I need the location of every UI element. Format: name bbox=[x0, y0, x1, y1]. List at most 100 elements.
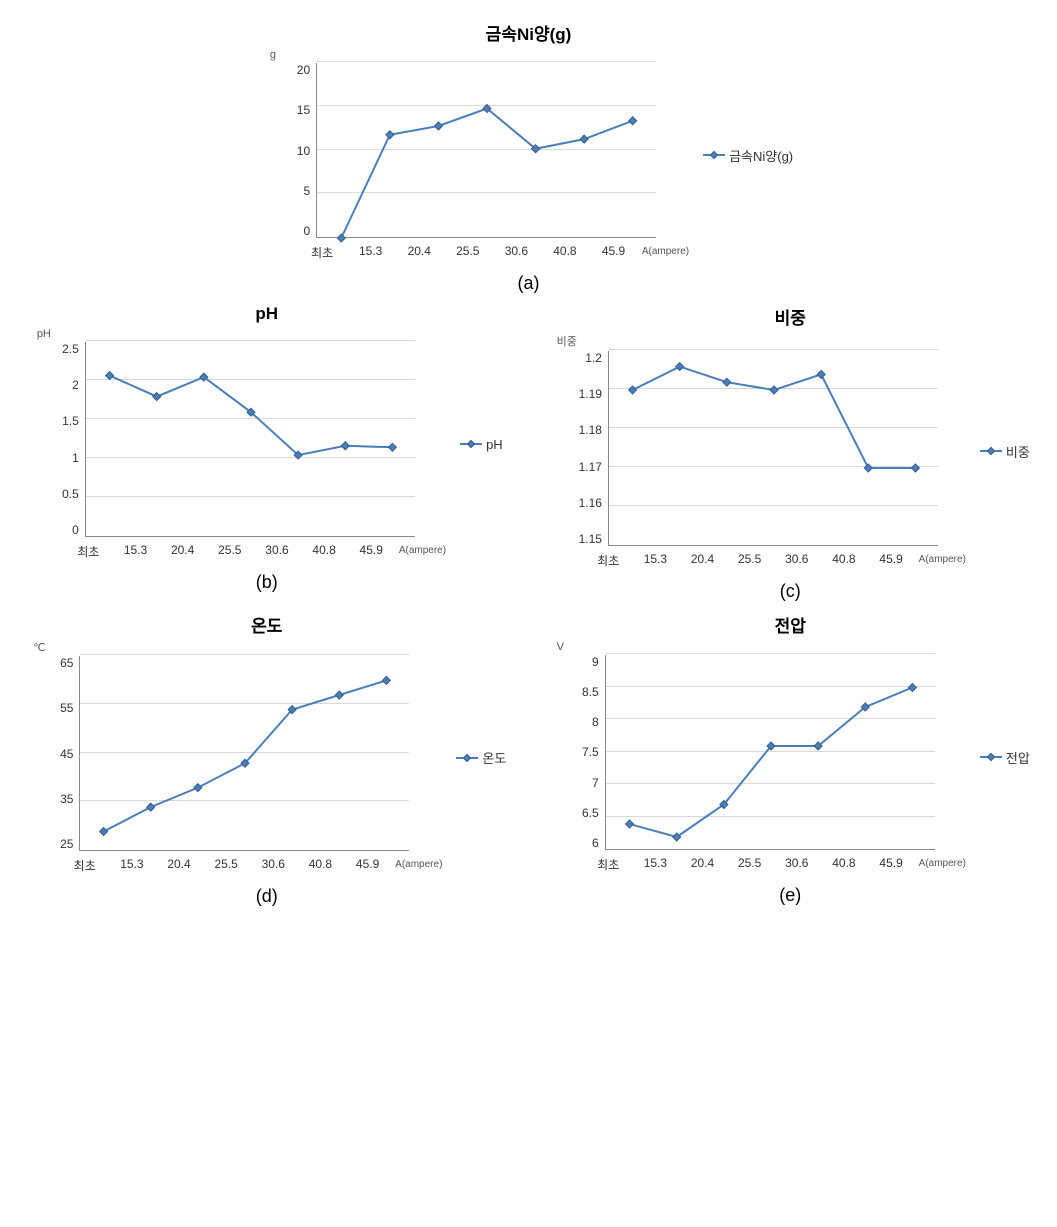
x-tick-label: 25.5 bbox=[206, 543, 253, 560]
y-tick-label: 7 bbox=[592, 776, 599, 790]
legend: 비중 bbox=[980, 442, 1030, 461]
legend-line-icon bbox=[460, 443, 482, 445]
y-tick-label: 7.5 bbox=[582, 745, 599, 759]
y-tick-label: 1.16 bbox=[579, 496, 602, 510]
data-marker bbox=[629, 386, 637, 394]
data-marker bbox=[625, 820, 633, 828]
legend-label: 온도 bbox=[482, 748, 506, 767]
x-tick-label: 30.6 bbox=[773, 856, 820, 873]
y-tick-label: 45 bbox=[60, 747, 73, 761]
y-tick-label: 0 bbox=[72, 523, 79, 537]
x-tick-label: 40.8 bbox=[297, 857, 344, 874]
data-marker bbox=[817, 370, 825, 378]
data-marker bbox=[383, 676, 391, 684]
data-marker bbox=[386, 131, 394, 139]
x-tick-label: 45.9 bbox=[344, 857, 391, 874]
y-tick-label: 1.5 bbox=[62, 414, 79, 428]
y-tick-label: 1.19 bbox=[579, 387, 602, 401]
legend-marker-icon bbox=[710, 151, 718, 159]
y-axis: 1.21.191.181.171.161.15 bbox=[579, 351, 608, 546]
data-marker bbox=[908, 684, 916, 692]
data-marker bbox=[152, 393, 160, 401]
plot-area bbox=[85, 342, 415, 537]
chart-e: 전압V98.587.576.56최초15.320.425.530.640.845… bbox=[551, 612, 1030, 907]
x-tick-label: 40.8 bbox=[301, 543, 348, 560]
y-tick-label: 1 bbox=[72, 451, 79, 465]
x-tick-label: 30.6 bbox=[250, 857, 297, 874]
subfigure-caption: (b) bbox=[256, 572, 278, 593]
legend-line-icon bbox=[456, 757, 478, 759]
data-marker bbox=[723, 378, 731, 386]
y-tick-label: 2.5 bbox=[62, 342, 79, 356]
data-marker bbox=[388, 443, 396, 451]
y-tick-label: 65 bbox=[60, 656, 73, 670]
x-tick-label: 최초 bbox=[65, 543, 112, 560]
legend: 온도 bbox=[456, 748, 506, 767]
x-tick-label: 45.9 bbox=[589, 244, 638, 261]
x-tick-label: 45.9 bbox=[868, 552, 915, 569]
x-axis: 최초15.320.425.530.640.845.9 bbox=[585, 552, 915, 569]
x-axis: 최초15.320.425.530.640.845.9 bbox=[61, 857, 391, 874]
x-tick-label: 15.3 bbox=[632, 552, 679, 569]
y-tick-label: 9 bbox=[592, 655, 599, 669]
y-tick-label: 55 bbox=[60, 701, 73, 715]
legend-marker-icon bbox=[987, 447, 995, 455]
chart-d: 온도℃6555453525최초15.320.425.530.640.845.9A… bbox=[27, 612, 506, 907]
legend-label: 비중 bbox=[1006, 442, 1030, 461]
x-tick-label: 15.3 bbox=[346, 244, 395, 261]
legend-line-icon bbox=[703, 154, 725, 156]
plot-area bbox=[79, 656, 409, 851]
x-tick-label: 15.3 bbox=[112, 543, 159, 560]
data-marker bbox=[341, 442, 349, 450]
x-tick-label: 40.8 bbox=[820, 856, 867, 873]
y-tick-label: 5 bbox=[303, 184, 310, 198]
chart-title: 금속Ni양(g) bbox=[486, 20, 572, 45]
x-tick-label: 40.8 bbox=[820, 552, 867, 569]
legend-marker-icon bbox=[463, 753, 471, 761]
legend-marker-icon bbox=[987, 753, 995, 761]
x-tick-label: 최초 bbox=[298, 244, 347, 261]
y-axis: 20151050 bbox=[297, 63, 316, 238]
y-tick-label: 8 bbox=[592, 715, 599, 729]
legend-label: pH bbox=[486, 437, 503, 452]
subfigure-caption: (c) bbox=[780, 581, 801, 602]
legend: 금속Ni양(g) bbox=[703, 146, 793, 165]
legend-label: 전압 bbox=[1006, 748, 1030, 767]
x-tick-label: 30.6 bbox=[773, 552, 820, 569]
data-marker bbox=[580, 135, 588, 143]
y-axis-unit: g bbox=[270, 49, 276, 61]
y-axis-unit: ℃ bbox=[33, 641, 45, 654]
y-tick-label: 6 bbox=[592, 836, 599, 850]
legend-marker-icon bbox=[467, 440, 475, 448]
grid-line bbox=[606, 653, 935, 654]
y-tick-label: 2 bbox=[72, 378, 79, 392]
y-axis-unit: pH bbox=[37, 328, 51, 340]
y-axis: 2.521.510.50 bbox=[62, 342, 85, 537]
x-tick-label: 20.4 bbox=[155, 857, 202, 874]
y-tick-label: 6.5 bbox=[582, 806, 599, 820]
x-tick-label: 30.6 bbox=[492, 244, 541, 261]
subfigure-caption: (e) bbox=[779, 885, 801, 906]
x-tick-label: 40.8 bbox=[541, 244, 590, 261]
chart-c: 비중비중1.21.191.181.171.161.15최초15.320.425.… bbox=[551, 304, 1030, 602]
legend: 전압 bbox=[980, 748, 1030, 767]
x-axis-unit: A(ampere) bbox=[395, 859, 442, 874]
grid-line bbox=[317, 61, 656, 62]
x-tick-label: 25.5 bbox=[444, 244, 493, 261]
legend-line-icon bbox=[980, 756, 1002, 758]
series-line bbox=[80, 656, 410, 851]
chart-title: 전압 bbox=[775, 612, 806, 637]
grid-line bbox=[86, 340, 415, 341]
y-tick-label: 1.17 bbox=[579, 460, 602, 474]
y-axis: 6555453525 bbox=[60, 656, 79, 851]
x-axis-unit: A(ampere) bbox=[399, 545, 446, 560]
chart-a: 금속Ni양(g)g20151050최초15.320.425.530.640.84… bbox=[264, 20, 793, 294]
x-tick-label: 25.5 bbox=[726, 552, 773, 569]
data-marker bbox=[911, 464, 919, 472]
legend-line-icon bbox=[980, 450, 1002, 452]
chart-b: pHpH2.521.510.50최초15.320.425.530.640.845… bbox=[31, 304, 503, 602]
y-tick-label: 20 bbox=[297, 63, 310, 77]
series-line bbox=[606, 655, 936, 850]
chart-title: pH bbox=[255, 304, 278, 324]
plot-area bbox=[605, 655, 935, 850]
